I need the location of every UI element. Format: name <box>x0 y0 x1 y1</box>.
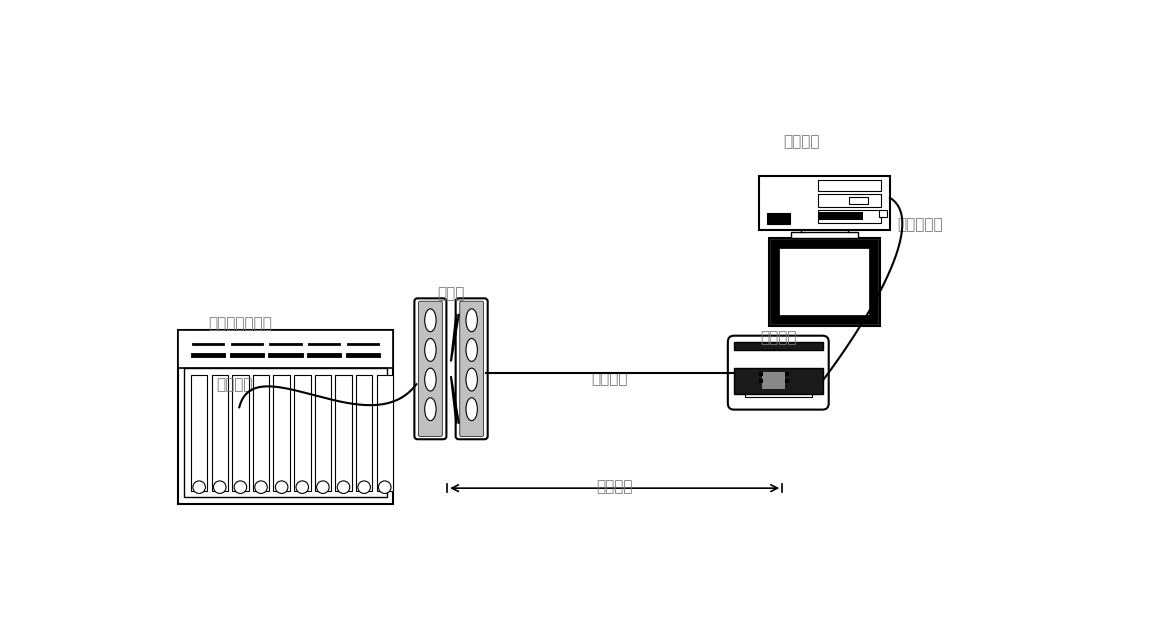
Bar <box>744 386 812 398</box>
Bar <box>252 375 270 491</box>
Circle shape <box>379 481 391 493</box>
Text: 信息插座: 信息插座 <box>760 330 796 345</box>
Circle shape <box>192 481 205 493</box>
FancyBboxPatch shape <box>456 298 487 439</box>
Bar <box>212 375 228 491</box>
Text: 工作区电缆: 工作区电缆 <box>897 217 943 232</box>
Bar <box>782 251 866 312</box>
Text: 水平线缆: 水平线缆 <box>591 371 628 387</box>
Bar <box>377 375 393 491</box>
FancyBboxPatch shape <box>418 301 442 436</box>
Bar <box>734 368 823 394</box>
Bar <box>356 375 372 491</box>
Bar <box>786 379 789 383</box>
Bar <box>879 210 887 217</box>
Circle shape <box>317 481 329 493</box>
Ellipse shape <box>465 368 477 391</box>
Bar <box>273 375 290 491</box>
Bar <box>786 372 789 376</box>
Circle shape <box>275 481 288 493</box>
Bar <box>759 372 763 376</box>
FancyBboxPatch shape <box>460 301 484 436</box>
Bar <box>768 238 880 326</box>
Bar <box>767 213 790 224</box>
Bar <box>791 232 858 238</box>
Bar <box>191 375 207 491</box>
Bar <box>335 375 351 491</box>
Text: 配线架: 配线架 <box>438 286 464 301</box>
Bar <box>775 244 874 320</box>
Circle shape <box>338 481 350 493</box>
Bar <box>763 372 786 389</box>
Bar <box>818 194 881 207</box>
Bar <box>233 375 249 491</box>
Text: 设备电缆: 设备电缆 <box>217 377 252 392</box>
Circle shape <box>234 481 247 493</box>
FancyBboxPatch shape <box>415 298 447 439</box>
Ellipse shape <box>465 309 477 331</box>
Circle shape <box>296 481 309 493</box>
Bar <box>177 330 393 504</box>
Ellipse shape <box>425 309 437 331</box>
Bar <box>184 368 387 497</box>
Text: 终端设备: 终端设备 <box>783 134 819 149</box>
Bar <box>177 330 393 368</box>
Text: 被测线路: 被测线路 <box>597 479 632 494</box>
Ellipse shape <box>425 368 437 391</box>
Bar <box>734 342 823 351</box>
Ellipse shape <box>465 338 477 361</box>
Circle shape <box>213 481 226 493</box>
Bar <box>849 197 869 204</box>
Bar <box>314 375 331 491</box>
Bar <box>818 180 881 191</box>
Ellipse shape <box>425 398 437 420</box>
Bar <box>759 379 763 383</box>
Circle shape <box>255 481 267 493</box>
Bar <box>819 213 864 220</box>
Bar <box>759 177 890 231</box>
Text: 网络集线器设备: 网络集线器设备 <box>209 316 272 331</box>
Circle shape <box>358 481 371 493</box>
Bar <box>818 210 881 223</box>
FancyBboxPatch shape <box>728 336 828 410</box>
Bar <box>294 375 311 491</box>
Ellipse shape <box>465 398 477 420</box>
Ellipse shape <box>425 338 437 361</box>
